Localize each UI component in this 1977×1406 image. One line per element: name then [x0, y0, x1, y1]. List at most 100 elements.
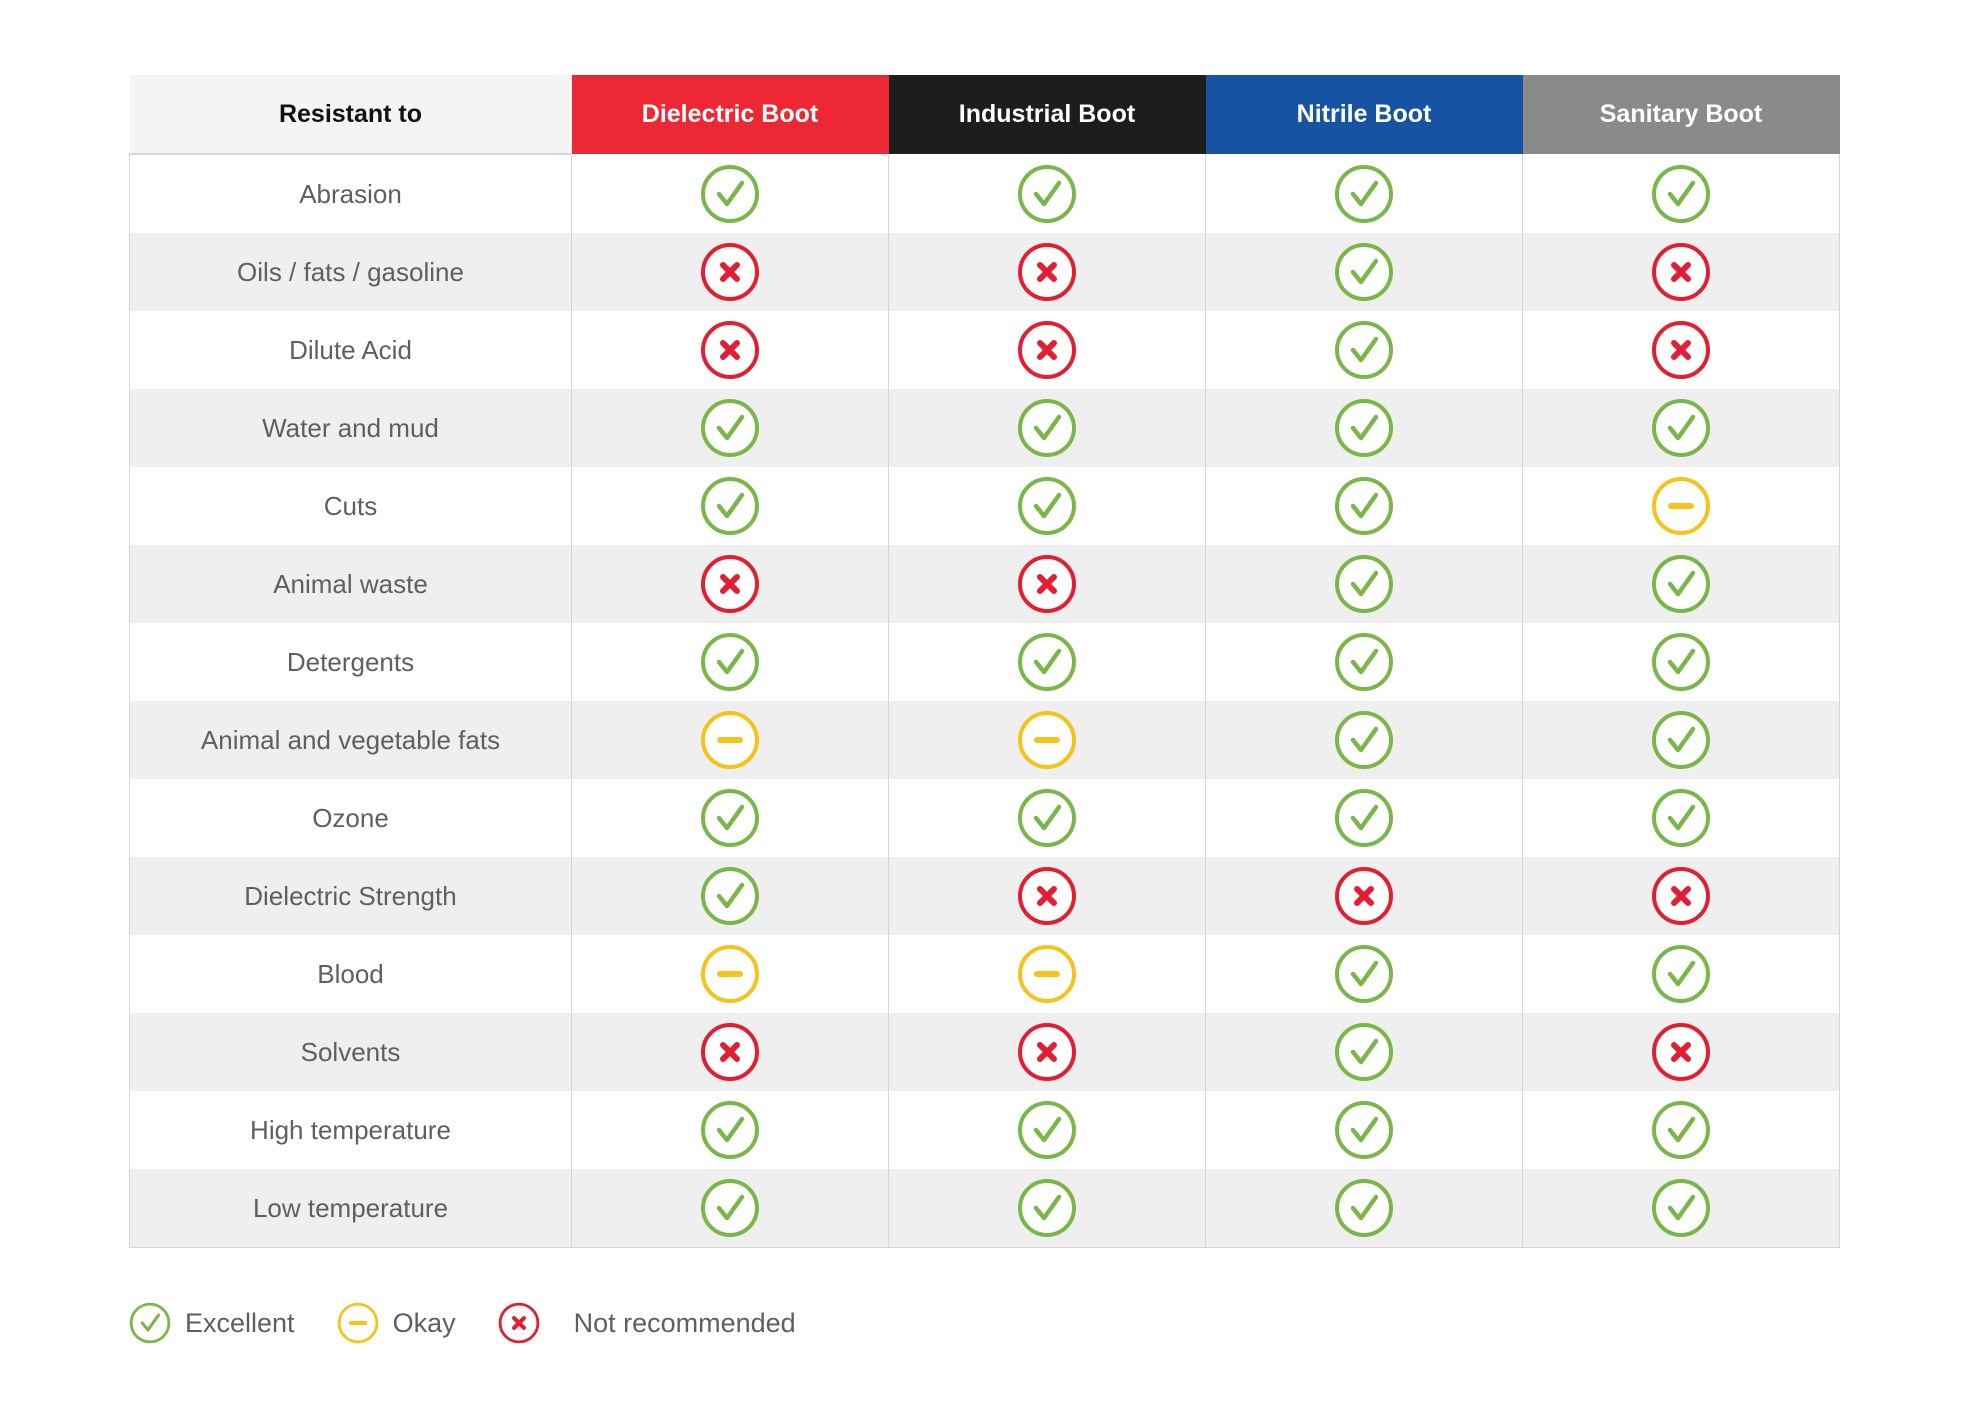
row-label: Oils / fats / gasoline	[129, 233, 572, 311]
row-label: Cuts	[129, 467, 572, 545]
check-circle-icon	[1651, 710, 1711, 770]
rating-cell	[888, 623, 1206, 701]
header-sanitary-boot: Sanitary Boot	[1522, 75, 1840, 154]
rating-cell	[1522, 154, 1840, 233]
table-row: Animal waste	[129, 545, 1840, 623]
rating-cell	[1205, 1091, 1523, 1169]
x-circle-icon	[1651, 320, 1711, 380]
rating-cell	[1522, 935, 1840, 1013]
check-circle-icon	[1017, 398, 1077, 458]
table-row: High temperature	[129, 1091, 1840, 1169]
rating-cell	[571, 1091, 889, 1169]
check-circle-icon	[1334, 476, 1394, 536]
rating-cell	[1205, 935, 1523, 1013]
legend-item-excellent: Excellent	[129, 1302, 295, 1344]
rating-cell	[1205, 779, 1523, 857]
check-circle-icon	[1651, 1178, 1711, 1238]
check-circle-icon	[1334, 242, 1394, 302]
check-circle-icon	[1017, 476, 1077, 536]
table-row: Dilute Acid	[129, 311, 1840, 389]
rating-cell	[571, 779, 889, 857]
rating-cell	[888, 1013, 1206, 1091]
check-circle-icon	[1651, 1100, 1711, 1160]
rating-cell	[888, 857, 1206, 935]
rating-cell	[571, 545, 889, 623]
check-circle-icon	[1651, 164, 1711, 224]
rating-cell	[1205, 233, 1523, 311]
check-circle-icon	[700, 398, 760, 458]
row-label: Solvents	[129, 1013, 572, 1091]
check-circle-icon	[700, 1100, 760, 1160]
x-circle-icon	[1017, 242, 1077, 302]
table-row: Low temperature	[129, 1169, 1840, 1248]
table-row: Animal and vegetable fats	[129, 701, 1840, 779]
check-circle-icon	[1334, 632, 1394, 692]
table-row: Solvents	[129, 1013, 1840, 1091]
check-circle-icon	[1334, 554, 1394, 614]
check-circle-icon	[700, 164, 760, 224]
rating-cell	[888, 233, 1206, 311]
minus-circle-icon	[1017, 944, 1077, 1004]
x-circle-icon	[700, 242, 760, 302]
x-circle-icon	[1334, 866, 1394, 926]
rating-cell	[1522, 623, 1840, 701]
rating-cell	[1205, 545, 1523, 623]
rating-cell	[888, 545, 1206, 623]
rating-cell	[1522, 1013, 1840, 1091]
check-circle-icon	[1334, 1178, 1394, 1238]
check-circle-icon	[1017, 788, 1077, 848]
rating-cell	[888, 1169, 1206, 1248]
check-circle-icon	[1334, 944, 1394, 1004]
row-label: Abrasion	[129, 154, 572, 233]
check-circle-icon	[1017, 164, 1077, 224]
rating-cell	[571, 233, 889, 311]
rating-cell	[888, 935, 1206, 1013]
resistance-table: Resistant to Dielectric Boot Industrial …	[129, 75, 1840, 1248]
x-circle-icon	[498, 1302, 540, 1344]
x-circle-icon	[1651, 866, 1711, 926]
x-circle-icon	[1017, 1022, 1077, 1082]
rating-cell	[888, 701, 1206, 779]
legend-label: Excellent	[185, 1307, 295, 1338]
row-label: Animal waste	[129, 545, 572, 623]
rating-cell	[888, 779, 1206, 857]
rating-cell	[1522, 779, 1840, 857]
rating-cell	[571, 154, 889, 233]
x-circle-icon	[1017, 320, 1077, 380]
check-circle-icon	[1651, 944, 1711, 1004]
minus-circle-icon	[337, 1302, 379, 1344]
check-circle-icon	[1017, 1100, 1077, 1160]
rating-cell	[1522, 701, 1840, 779]
check-circle-icon	[700, 476, 760, 536]
x-circle-icon	[700, 554, 760, 614]
rating-cell	[1205, 311, 1523, 389]
row-label: Dilute Acid	[129, 311, 572, 389]
rating-cell	[571, 467, 889, 545]
check-circle-icon	[1334, 320, 1394, 380]
rating-cell	[571, 935, 889, 1013]
x-circle-icon	[700, 1022, 760, 1082]
table-header-row: Resistant to Dielectric Boot Industrial …	[129, 75, 1840, 155]
rating-cell	[1205, 389, 1523, 467]
table-row: Oils / fats / gasoline	[129, 233, 1840, 311]
table-row: Blood	[129, 935, 1840, 1013]
header-dielectric-boot: Dielectric Boot	[571, 75, 889, 154]
table-row: Ozone	[129, 779, 1840, 857]
check-circle-icon	[700, 1178, 760, 1238]
table-row: Cuts	[129, 467, 1840, 545]
rating-cell	[571, 701, 889, 779]
table-body: Abrasion Oils / fats / gasoline Dilute Aci…	[129, 154, 1840, 1248]
check-circle-icon	[700, 788, 760, 848]
check-circle-icon	[1334, 1022, 1394, 1082]
rating-cell	[888, 311, 1206, 389]
row-label: Animal and vegetable fats	[129, 701, 572, 779]
legend-item-okay: Okay	[337, 1302, 456, 1344]
rating-cell	[888, 154, 1206, 233]
legend-item-not-recommended: Not recommended	[498, 1302, 796, 1344]
check-circle-icon	[129, 1302, 171, 1344]
rating-cell	[571, 1013, 889, 1091]
rating-cell	[1205, 701, 1523, 779]
header-resistant-to: Resistant to	[129, 75, 572, 155]
check-circle-icon	[1334, 398, 1394, 458]
row-label: Detergents	[129, 623, 572, 701]
